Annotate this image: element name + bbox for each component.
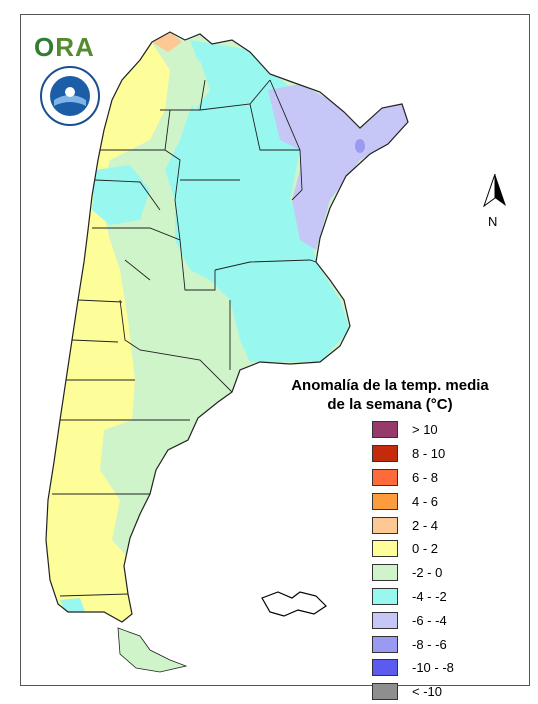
fill-minus8-minus6-spot xyxy=(355,139,365,153)
legend-swatch xyxy=(372,445,398,463)
smn-seal-logo xyxy=(40,66,100,126)
legend-swatch xyxy=(372,564,398,582)
ora-logo-ra: RA xyxy=(55,32,95,62)
legend-swatch xyxy=(372,492,398,510)
legend-title-line2: de la semana (°C) xyxy=(327,396,453,413)
province-borders xyxy=(52,79,317,597)
north-arrow-icon xyxy=(483,173,506,208)
legend-label: 4 - 6 xyxy=(412,493,439,509)
legend-swatch xyxy=(372,683,398,701)
legend-row: 0 - 2 xyxy=(372,537,454,561)
legend-row: 4 - 6 xyxy=(372,489,454,513)
ora-logo: ORA xyxy=(34,32,95,63)
legend-label: -6 - -4 xyxy=(412,612,447,628)
legend: > 10 8 - 10 6 - 8 4 - 6 2 - 4 0 - 2 -2 - 0 -4 -… xyxy=(372,418,454,704)
legend-title: Anomalía de la temp. media de la semana … xyxy=(290,376,490,414)
legend-swatch xyxy=(372,468,398,486)
ora-logo-o: O xyxy=(34,32,56,62)
north-label: N xyxy=(488,214,498,229)
legend-label: 6 - 8 xyxy=(412,469,439,485)
legend-swatch xyxy=(372,540,398,558)
legend-row: -6 - -4 xyxy=(372,608,454,632)
legend-label: -10 - -8 xyxy=(412,660,454,676)
legend-swatch xyxy=(372,635,398,653)
legend-label: -2 - 0 xyxy=(412,565,443,581)
legend-row: -10 - -8 xyxy=(372,656,454,680)
legend-swatch xyxy=(372,516,398,534)
fill-minus4-minus2-center xyxy=(165,40,350,362)
legend-title-line1: Anomalía de la temp. media xyxy=(291,377,489,394)
tierra-del-fuego xyxy=(117,627,188,673)
legend-swatch xyxy=(372,587,398,605)
legend-row: -4 - -2 xyxy=(372,585,454,609)
fill-minus6-minus4-northeast xyxy=(268,84,408,250)
legend-swatch xyxy=(372,659,398,677)
legend-row: -2 - 0 xyxy=(372,561,454,585)
legend-row: < -10 xyxy=(372,680,454,704)
legend-swatch xyxy=(372,421,398,439)
legend-label: < -10 xyxy=(412,684,442,700)
legend-row: 6 - 8 xyxy=(372,466,454,490)
legend-label: 2 - 4 xyxy=(412,517,439,533)
legend-label: 8 - 10 xyxy=(412,446,446,462)
fill-minus4-minus2-west xyxy=(92,165,150,225)
legend-row: 2 - 4 xyxy=(372,513,454,537)
fill-2-4-north-tip xyxy=(152,32,182,52)
legend-row: > 10 xyxy=(372,418,454,442)
legend-label: 0 - 2 xyxy=(412,541,439,557)
legend-row: 8 - 10 xyxy=(372,442,454,466)
legend-row: -8 - -6 xyxy=(372,632,454,656)
legend-label: > 10 xyxy=(412,422,438,438)
malvinas-islands xyxy=(261,591,327,617)
legend-swatch xyxy=(372,611,398,629)
legend-label: -8 - -6 xyxy=(412,636,447,652)
legend-label: -4 - -2 xyxy=(412,588,447,604)
